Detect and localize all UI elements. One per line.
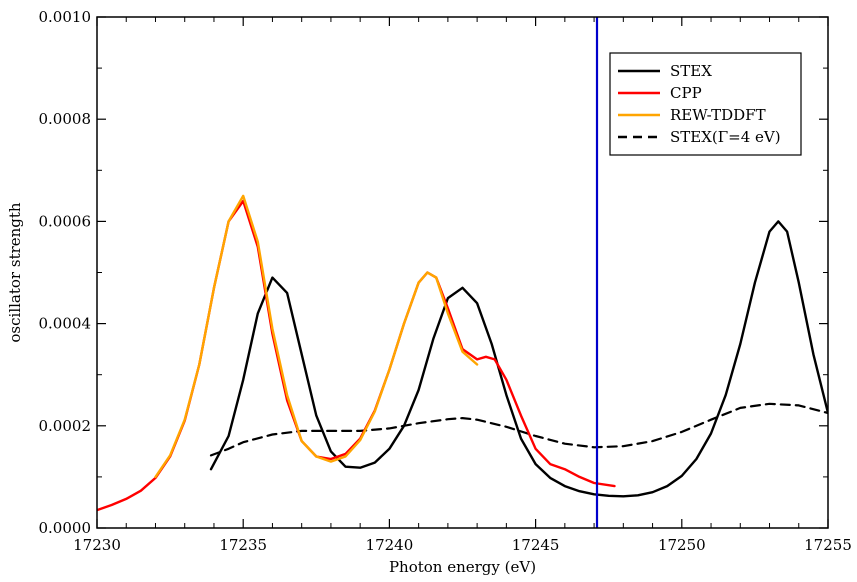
x-tick-label: 17250 — [658, 536, 706, 554]
series-line-0 — [209, 220, 828, 498]
y-tick-label: 0.0004 — [39, 315, 92, 333]
y-tick-label: 0.0002 — [39, 417, 92, 435]
series-line-2 — [154, 194, 479, 479]
legend: STEX CPP REW-TDDFT STEX(Γ=4 eV) — [609, 52, 802, 156]
axes-group: 17230 17235 17240 17245 17250 17255 0.0000 0.00… — [39, 8, 852, 554]
x-axis-label: Photon energy (eV) — [389, 558, 536, 576]
y-tick-label: 0.0006 — [39, 212, 92, 230]
legend-label-2: REW-TDDFT — [670, 106, 766, 124]
y-tick-label: 0.0008 — [39, 110, 92, 128]
x-tick-label: 17235 — [219, 536, 267, 554]
y-axis-label: oscillator strength — [6, 202, 24, 343]
y-tick-label: 0.0000 — [39, 519, 92, 537]
legend-label-1: CPP — [670, 84, 702, 102]
x-tick-label: 17240 — [366, 536, 414, 554]
plot-series-group — [97, 17, 828, 528]
x-tick-label: 17230 — [73, 536, 121, 554]
legend-label-3: STEX(Γ=4 eV) — [670, 128, 781, 146]
y-tick-label: 0.0010 — [39, 8, 92, 26]
x-tick-label: 17255 — [804, 536, 852, 554]
x-tick-label: 17245 — [512, 536, 560, 554]
legend-label-0: STEX — [670, 62, 712, 80]
